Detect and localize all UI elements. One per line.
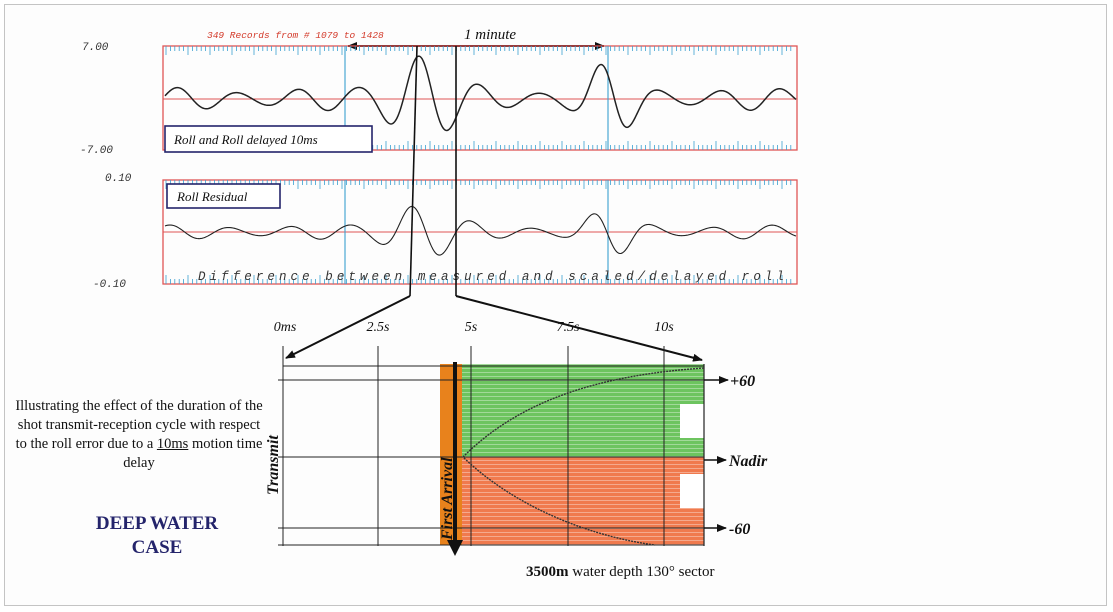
- transmit-label: Transmit: [265, 435, 282, 495]
- zoom-left-vertical: [409, 45, 418, 297]
- depth-note: 3500m water depth 130° sector: [526, 564, 715, 580]
- depth-value: 3500m: [526, 564, 569, 580]
- time-label-5s: 5s: [465, 320, 478, 335]
- caption-delay: 10ms: [156, 436, 189, 452]
- time-label-10s: 10s: [654, 320, 674, 335]
- residual-ymax-label: 0.10: [105, 173, 132, 185]
- residual-plot: 0.10 -0.10 Roll Residual Difference betw…: [93, 173, 798, 291]
- cycle-grid: [278, 346, 705, 546]
- residual-legend: Roll Residual: [176, 189, 248, 204]
- time-label-7-5s: 7.5s: [557, 320, 581, 335]
- roll-ymin-label: -7.00: [80, 145, 113, 157]
- case-title: DEEP WATER CASE: [95, 513, 219, 558]
- angle-label-nadir: Nadir: [728, 453, 768, 470]
- cycle-diagram: +60 Nadir -60 0ms 2.5s 5s 7.5s 10s Trans…: [265, 320, 768, 556]
- arrival-time-curve: [462, 367, 705, 546]
- swath-gap-upper: [680, 404, 704, 438]
- roll-ymax-label: 7.00: [82, 42, 109, 54]
- residual-legend-box: [166, 183, 281, 209]
- time-span-label: 1 minute: [464, 27, 516, 43]
- zoom-lines: [285, 45, 703, 362]
- residual-trace: [164, 205, 797, 256]
- time-label-0ms: 0ms: [274, 320, 297, 335]
- records-header: 349 Records from # 1079 to 1428: [207, 30, 384, 41]
- roll-grid: [344, 46, 609, 150]
- roll-legend: Roll and Roll delayed 10ms: [173, 132, 318, 147]
- residual-grid: [344, 180, 609, 284]
- residual-footer: Difference between measured and scaled/d…: [198, 270, 784, 284]
- angle-label-plus60: +60: [730, 373, 755, 390]
- caption: Illustrating the effect of the duration …: [15, 398, 263, 471]
- zoom-right-arrow: [455, 295, 703, 362]
- roll-legend-box: [164, 125, 373, 153]
- residual-ymin-label: -0.10: [93, 279, 126, 291]
- roll-trace: [164, 55, 797, 132]
- roll-plot: 349 Records from # 1079 to 1428 1 minute…: [80, 27, 798, 157]
- zoom-left-arrow: [285, 295, 411, 359]
- swath-gap-lower: [680, 474, 704, 508]
- first-arrival-label: First Arrival: [439, 457, 456, 541]
- time-label-2-5s: 2.5s: [367, 320, 391, 335]
- roll-plot-frame: [162, 45, 798, 151]
- angle-label-minus60: -60: [729, 521, 750, 538]
